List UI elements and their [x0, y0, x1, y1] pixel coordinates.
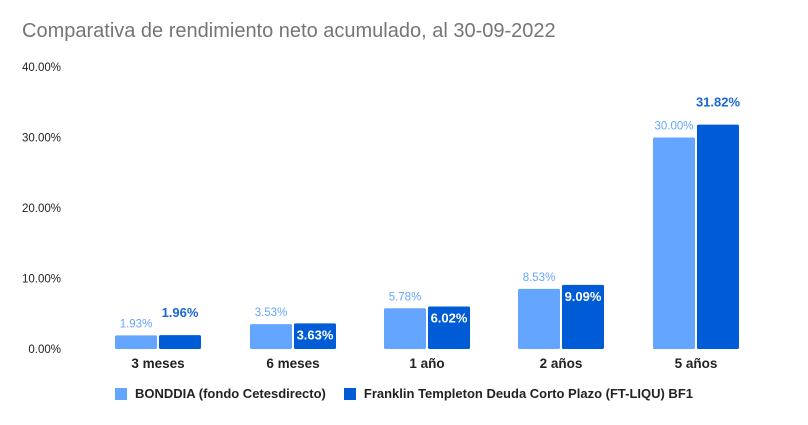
- data-label: 1.96%: [162, 305, 199, 320]
- bar: [653, 137, 695, 349]
- data-label: 6.02%: [431, 311, 468, 326]
- legend-swatch-bonddia: [114, 387, 127, 400]
- y-tick-label: 40.00%: [22, 62, 61, 74]
- bar: [562, 284, 604, 349]
- data-label: 1.93%: [120, 318, 153, 330]
- bar: [428, 306, 470, 349]
- data-label: 3.63%: [297, 327, 334, 342]
- data-label: 5.78%: [389, 291, 422, 303]
- data-label: 3.53%: [255, 307, 288, 319]
- x-tick-label: 2 años: [540, 356, 583, 371]
- bar: [384, 308, 426, 349]
- bar: [115, 335, 157, 349]
- data-label: 9.09%: [565, 289, 602, 304]
- legend-item-bonddia[interactable]: BONDDIA (fondo Cetesdirecto): [114, 386, 326, 401]
- legend-item-franklin[interactable]: Franklin Templeton Deuda Corto Plazo (FT…: [343, 386, 693, 401]
- bar: [159, 335, 201, 349]
- chart-title: Comparativa de rendimiento neto acumulad…: [22, 20, 556, 42]
- y-tick-label: 0.00%: [28, 344, 61, 356]
- y-tick-label: 10.00%: [22, 274, 61, 286]
- data-label: 31.82%: [696, 95, 741, 110]
- legend-swatch-franklin: [343, 387, 356, 400]
- y-tick-label: 30.00%: [22, 133, 61, 145]
- legend: BONDDIA (fondo Cetesdirecto) Franklin Te…: [0, 386, 808, 401]
- data-label: 8.53%: [523, 272, 556, 284]
- x-tick-label: 1 año: [409, 356, 444, 371]
- x-tick-label: 5 años: [675, 356, 718, 371]
- legend-label: BONDDIA (fondo Cetesdirecto): [134, 386, 326, 401]
- bar: [250, 324, 292, 349]
- y-tick-label: 20.00%: [22, 203, 61, 215]
- data-label: 30.00%: [654, 121, 693, 133]
- x-tick-label: 6 meses: [266, 356, 319, 371]
- bar: [697, 124, 739, 349]
- bar: [294, 323, 336, 349]
- x-tick-label: 3 meses: [131, 356, 184, 371]
- legend-label: Franklin Templeton Deuda Corto Plazo (FT…: [363, 386, 693, 401]
- bar: [518, 288, 560, 349]
